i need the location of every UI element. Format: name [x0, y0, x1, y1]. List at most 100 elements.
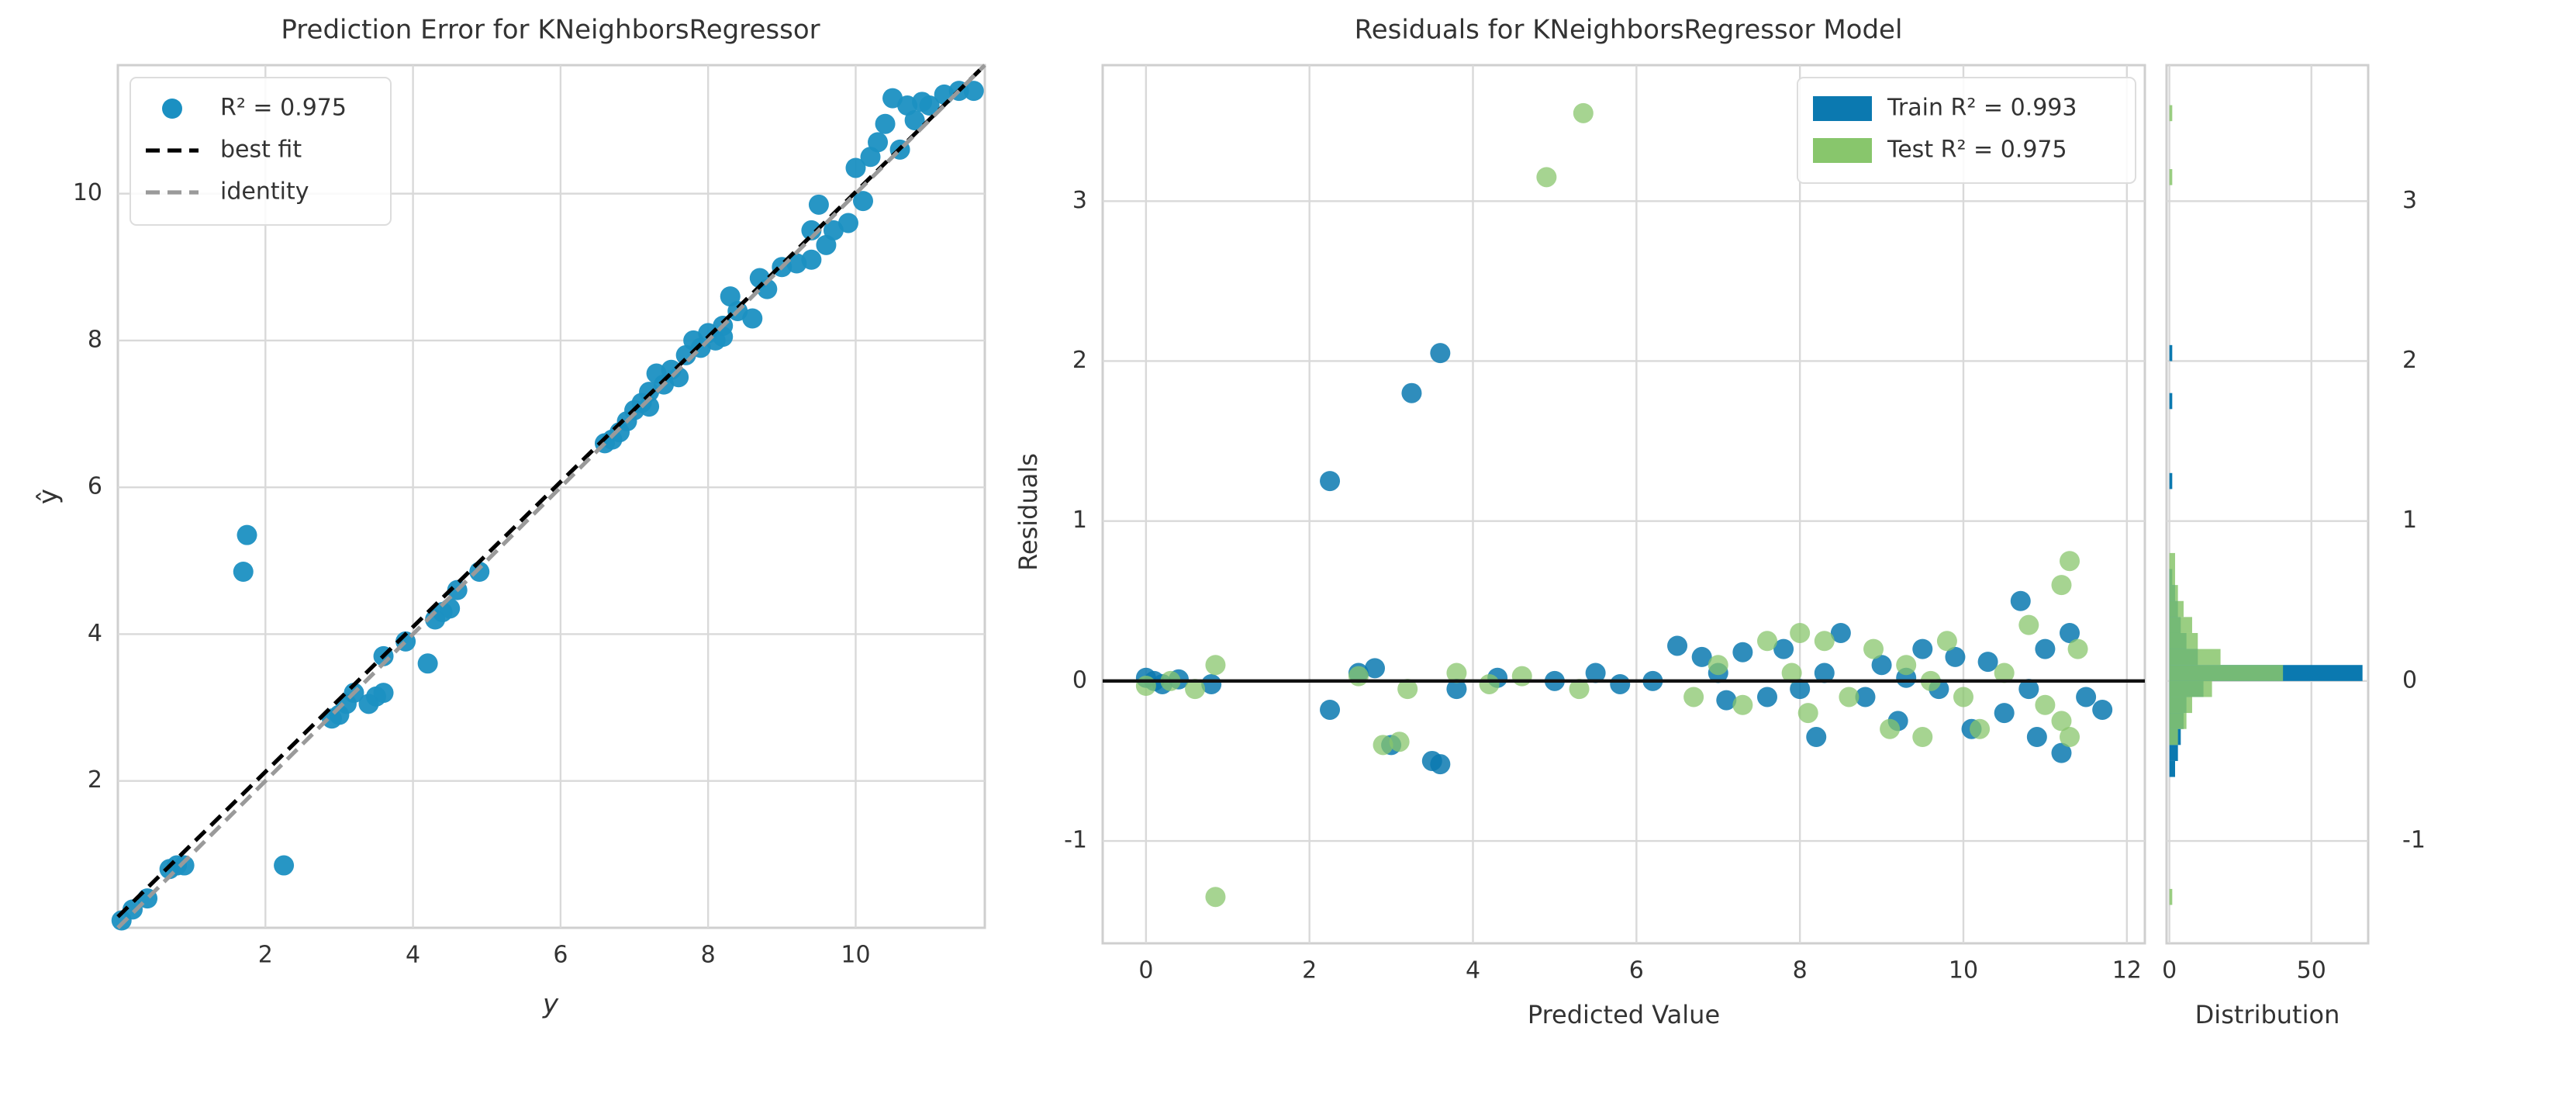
legend-label: Test R² = 0.975 — [1887, 137, 2067, 164]
x-tick-label: 10 — [1949, 957, 1978, 984]
data-point — [1397, 679, 1418, 700]
y-tick-label: -1 — [2402, 827, 2426, 854]
data-point — [1797, 703, 1818, 724]
data-point — [1806, 727, 1827, 748]
legend-box — [1797, 77, 2136, 184]
data-point — [1830, 622, 1851, 643]
chart-title: Residuals for KNeighborsRegressor Model — [1355, 15, 1903, 46]
data-point — [274, 855, 295, 876]
data-point — [1912, 727, 1933, 748]
data-point — [2035, 694, 2056, 715]
data-point — [1732, 642, 1753, 662]
data-point — [1585, 662, 1606, 683]
data-point — [1430, 343, 1451, 364]
histogram-bar — [2169, 569, 2175, 586]
data-point — [1683, 687, 1704, 707]
legend-box — [129, 77, 392, 226]
y-tick-label: 3 — [2402, 187, 2417, 214]
data-point — [1994, 662, 2015, 683]
data-point — [963, 81, 984, 102]
x-tick-label: 4 — [406, 942, 420, 969]
y-tick-label: 3 — [1072, 187, 1087, 214]
data-point — [1814, 662, 1835, 683]
x-tick-label: 8 — [1793, 957, 1808, 984]
y-tick-label: 6 — [88, 473, 102, 500]
data-point — [1871, 655, 1892, 676]
y-tick-label: -1 — [1064, 827, 1087, 854]
data-point — [2018, 614, 2039, 635]
histogram-bar — [2169, 169, 2173, 185]
data-point — [1994, 703, 2015, 724]
data-point — [1536, 167, 1557, 188]
fit-line — [116, 64, 986, 929]
data-point — [2035, 638, 2056, 659]
data-point — [1945, 646, 1966, 667]
data-point — [1185, 679, 1206, 700]
data-point — [1773, 638, 1794, 659]
histogram-bar — [2169, 393, 2173, 410]
data-point — [233, 562, 254, 583]
plot-frame — [1101, 64, 2146, 945]
legend-label: identity — [220, 178, 309, 206]
data-point — [123, 899, 143, 920]
data-point — [1446, 662, 1467, 683]
data-point — [853, 191, 874, 212]
data-point — [1912, 638, 1933, 659]
data-point — [1320, 699, 1341, 720]
histogram-bar — [2169, 888, 2173, 905]
legend-label: R² = 0.975 — [220, 95, 347, 122]
data-point — [2010, 590, 2031, 611]
data-point — [2060, 551, 2080, 572]
data-point — [1953, 687, 1973, 707]
data-point — [2076, 687, 2097, 707]
data-point — [1896, 655, 1917, 676]
y-tick-label: 1 — [2402, 507, 2417, 534]
y-tick-label: 0 — [2402, 666, 2417, 694]
data-point — [1205, 887, 1226, 908]
data-point — [469, 562, 490, 583]
data-point — [1389, 732, 1410, 752]
x-tick-label: 12 — [2112, 957, 2142, 984]
data-point — [1135, 676, 1156, 697]
data-point — [1880, 718, 1901, 739]
data-point — [373, 683, 394, 704]
y-tick-label: 1 — [1072, 507, 1087, 534]
data-point — [1936, 631, 1957, 652]
x-tick-label: 0 — [1138, 957, 1153, 984]
histogram-bar — [2169, 344, 2173, 362]
legend-swatch — [162, 99, 182, 119]
data-point — [1511, 666, 1532, 687]
data-point — [845, 157, 866, 178]
data-point — [1756, 687, 1777, 707]
data-point — [919, 95, 940, 116]
data-point — [1863, 638, 1884, 659]
x-tick-label: 6 — [553, 942, 568, 969]
data-point — [2026, 727, 2047, 748]
data-point — [2051, 742, 2072, 763]
y-tick-label: 2 — [2402, 347, 2417, 374]
data-point — [875, 113, 896, 134]
histogram-bar — [2169, 680, 2212, 697]
data-point — [868, 132, 889, 153]
fit-line — [116, 64, 986, 918]
histogram-bar — [2169, 697, 2192, 714]
histogram-bar — [2169, 600, 2184, 617]
data-point — [1569, 679, 1590, 700]
x-tick-label: 10 — [841, 942, 870, 969]
plot-frame — [116, 64, 986, 929]
data-point — [1708, 655, 1728, 676]
y-tick-label: 4 — [88, 620, 102, 647]
data-point — [1320, 471, 1341, 492]
x-axis-label: Distribution — [2195, 1000, 2340, 1029]
data-point — [1430, 754, 1451, 775]
data-point — [1756, 631, 1777, 652]
data-point — [2051, 575, 2072, 596]
histogram-bar — [2169, 713, 2187, 729]
data-point — [1781, 662, 1802, 683]
data-point — [2051, 711, 2072, 732]
data-point — [1691, 646, 1712, 667]
histogram-bar — [2169, 728, 2178, 745]
histogram-bar — [2169, 472, 2173, 490]
y-axis-label: ŷ — [33, 489, 64, 504]
